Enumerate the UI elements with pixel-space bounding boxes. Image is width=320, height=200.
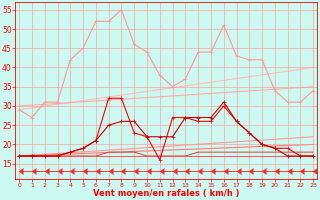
X-axis label: Vent moyen/en rafales ( km/h ): Vent moyen/en rafales ( km/h ) bbox=[93, 189, 239, 198]
